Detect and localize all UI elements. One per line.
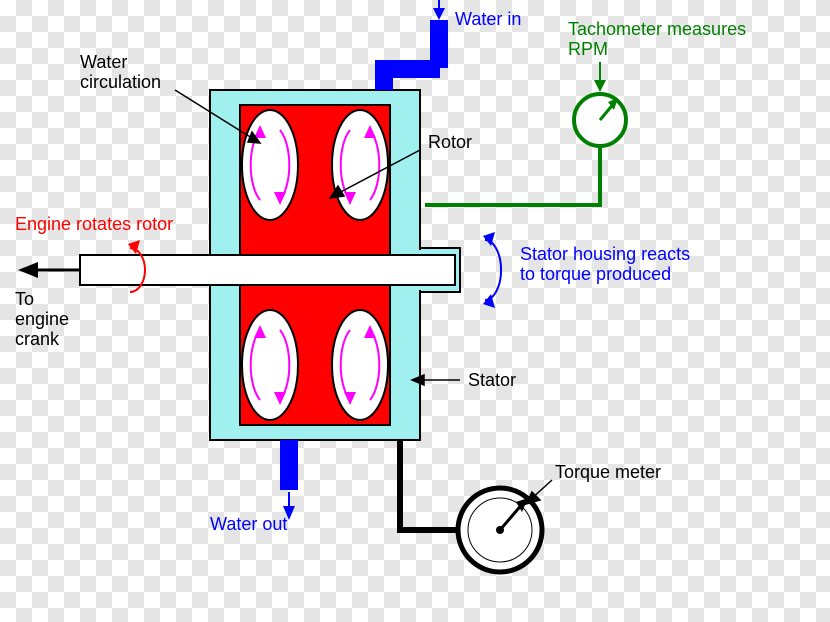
label-water-circulation: Watercirculation bbox=[80, 52, 161, 92]
label-torque-meter: Torque meter bbox=[555, 462, 661, 482]
label-water-in: Water in bbox=[455, 9, 521, 29]
label-rotor: Rotor bbox=[428, 132, 472, 152]
water-in-arrow bbox=[433, 0, 445, 20]
label-tachometer: Tachometer measuresRPM bbox=[568, 19, 746, 59]
label-to-engine-crank: Toenginecrank bbox=[15, 289, 69, 349]
engine-crank-arrow bbox=[18, 262, 80, 278]
stator-reaction-arrow bbox=[483, 232, 501, 308]
dynamometer-diagram: Watercirculation Water in Water out Roto… bbox=[0, 0, 830, 622]
water-out-pipe bbox=[280, 440, 298, 490]
label-water-out: Water out bbox=[210, 514, 287, 534]
torque-meter bbox=[400, 440, 542, 572]
label-stator-reacts: Stator housing reactsto torque produced bbox=[520, 244, 690, 284]
label-engine-rotates: Engine rotates rotor bbox=[15, 214, 173, 234]
label-stator: Stator bbox=[468, 370, 516, 390]
water-in-pipe bbox=[375, 20, 448, 90]
